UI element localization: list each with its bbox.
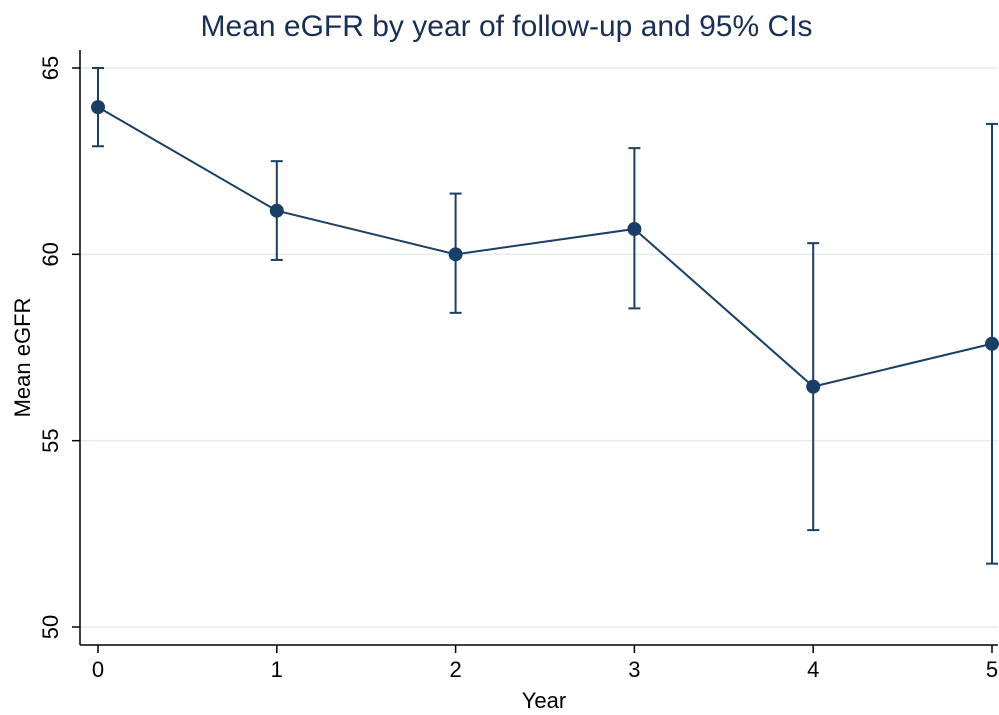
y-axis-label: Mean eGFR: [10, 298, 35, 418]
data-point: [627, 221, 642, 236]
y-tick-label: 50: [38, 615, 63, 639]
chart-title: Mean eGFR by year of follow-up and 95% C…: [200, 10, 813, 43]
x-tick-label: 5: [986, 657, 998, 682]
x-tick-label: 3: [628, 657, 640, 682]
series-line: [97, 106, 993, 388]
data-point: [985, 336, 999, 351]
y-tick-label: 65: [38, 56, 63, 80]
x-tick-label: 1: [271, 657, 283, 682]
y-ticks: 50 55 60 65: [38, 56, 80, 639]
x-tick-label: 2: [449, 657, 461, 682]
x-ticks: 0 1 2 3 4 5: [92, 645, 998, 682]
series-layer: [91, 67, 999, 565]
data-point: [91, 100, 105, 115]
data-point: [806, 379, 821, 394]
x-axis-label: Year: [522, 688, 566, 713]
y-tick-label: 60: [38, 242, 63, 266]
x-tick-label: 4: [807, 657, 819, 682]
gridlines: [80, 67, 998, 628]
x-tick-label: 0: [92, 657, 104, 682]
data-point: [448, 247, 463, 262]
data-point: [269, 203, 284, 218]
y-tick-label: 55: [38, 428, 63, 452]
